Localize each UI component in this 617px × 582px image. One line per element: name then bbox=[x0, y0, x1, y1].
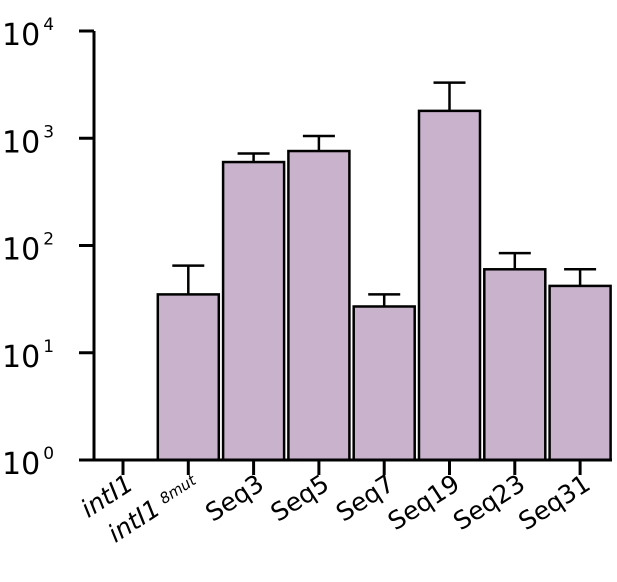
x-tick-label: Seq3 bbox=[200, 469, 269, 528]
bar-seq19 bbox=[417, 109, 482, 462]
bar-seq31 bbox=[548, 284, 612, 462]
y-tick-label: 10 1 bbox=[2, 337, 54, 375]
y-tick-label: 10 3 bbox=[2, 122, 54, 160]
y-tick-label: 10 2 bbox=[2, 230, 54, 268]
y-tick-label: 10 4 bbox=[2, 15, 54, 53]
bar-seq7 bbox=[352, 305, 416, 462]
bar-seq3 bbox=[221, 160, 286, 462]
x-tick-label: Seq5 bbox=[266, 469, 335, 528]
x-tick-label: Seq31 bbox=[513, 469, 595, 536]
x-tick-label: Seq23 bbox=[448, 469, 530, 536]
bars-group bbox=[156, 109, 612, 462]
x-tick-label: Seq19 bbox=[383, 469, 465, 536]
bar-inti1-8mut bbox=[156, 293, 221, 462]
bar-seq5 bbox=[287, 149, 351, 462]
bar-seq23 bbox=[483, 268, 547, 462]
error-bars-group bbox=[172, 81, 597, 307]
y-tick-label: 10 0 bbox=[2, 444, 54, 482]
